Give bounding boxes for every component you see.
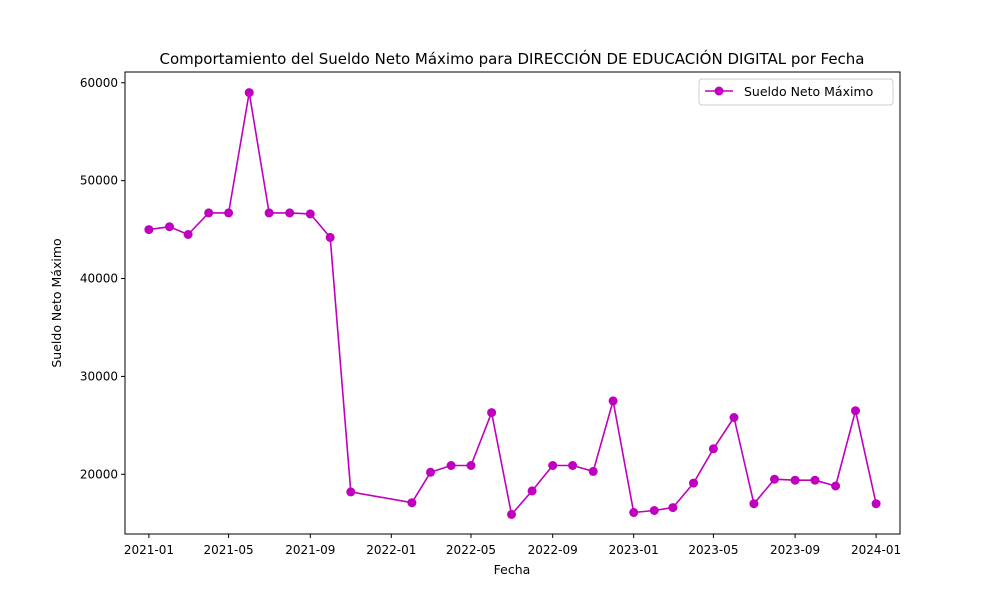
data-point — [588, 466, 598, 476]
x-tick-label: 2023-05 — [688, 543, 738, 557]
data-point — [527, 486, 537, 496]
data-point — [144, 225, 154, 235]
data-point — [629, 508, 639, 517]
data-point — [851, 406, 860, 416]
data-point — [426, 467, 435, 477]
x-tick-label: 2021-01 — [124, 543, 174, 557]
x-tick-label: 2023-01 — [609, 543, 659, 557]
data-point — [446, 461, 456, 470]
data-point — [668, 503, 678, 513]
data-point — [285, 208, 295, 218]
data-point — [305, 209, 315, 219]
data-point — [466, 461, 476, 470]
data-point — [810, 475, 820, 485]
y-tick-label: 50000 — [80, 174, 118, 188]
data-point — [507, 509, 516, 519]
x-axis: 2021-01 2021-05 2021-09 2022-01 2022-05 2022-… — [124, 534, 901, 557]
series-line — [148, 91, 877, 516]
data-point — [770, 474, 779, 484]
data-point — [325, 232, 335, 242]
data-point — [831, 481, 841, 491]
data-point — [689, 478, 698, 488]
data-point — [244, 88, 254, 98]
x-tick-label: 2022-01 — [366, 543, 416, 557]
data-point — [264, 208, 274, 218]
y-tick-label: 60000 — [80, 76, 118, 90]
data-point — [183, 230, 193, 239]
y-tick-label: 40000 — [80, 272, 118, 286]
x-tick-label: 2022-09 — [528, 543, 578, 557]
data-point — [224, 208, 234, 218]
data-point — [708, 444, 718, 454]
plot-area — [124, 71, 901, 535]
chart-title: Comportamiento del Sueldo Neto Máximo pa… — [160, 49, 865, 68]
y-axis-label: Sueldo Neto Máximo — [49, 238, 64, 367]
y-tick-label: 20000 — [80, 467, 118, 481]
legend-label: Sueldo Neto Máximo — [744, 84, 873, 99]
data-point — [487, 408, 497, 418]
data-point — [749, 499, 759, 509]
y-tick-label: 30000 — [80, 369, 118, 383]
data-point — [871, 499, 881, 509]
y-axis: 20000 30000 40000 50000 60000 — [80, 76, 125, 481]
data-point — [204, 208, 214, 218]
data-point — [649, 506, 659, 515]
data-point — [608, 396, 618, 406]
legend-point-marker — [714, 86, 724, 96]
series-layer — [144, 88, 881, 519]
legend: Sueldo Neto Máximo — [698, 78, 894, 106]
data-point — [346, 487, 356, 497]
data-point — [568, 461, 578, 470]
data-point — [548, 461, 558, 470]
data-point — [165, 222, 174, 232]
data-point — [790, 475, 800, 485]
x-tick-label: 2024-01 — [851, 543, 901, 557]
legend-box — [698, 78, 894, 106]
x-tick-label: 2021-05 — [204, 543, 254, 557]
x-tick-label: 2021-09 — [285, 543, 335, 557]
data-point — [407, 498, 417, 508]
x-axis-label: Fecha — [494, 562, 531, 577]
x-tick-label: 2022-05 — [446, 543, 496, 557]
x-tick-label: 2023-09 — [770, 543, 820, 557]
data-point — [729, 413, 739, 422]
